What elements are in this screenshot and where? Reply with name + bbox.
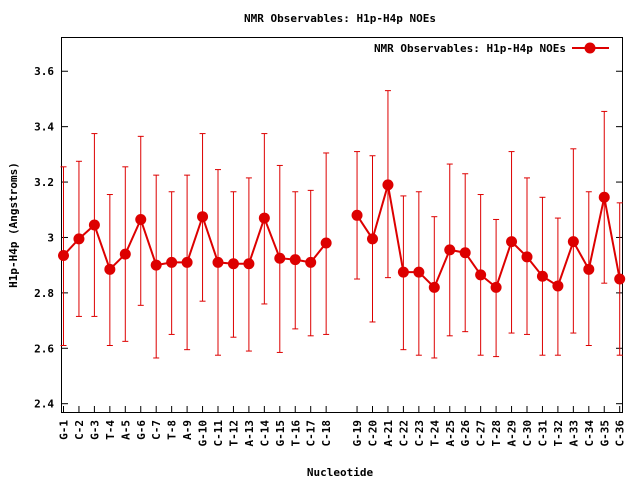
- error-bars: [60, 90, 623, 359]
- data-point: [506, 236, 518, 248]
- data-points: [58, 179, 626, 293]
- x-tick-label: G-19: [351, 420, 364, 447]
- x-axis: G-1 C-2 G-3 T-4 A-5 G-6 C-7 T-8 A-9 G-10 C-11 T-12 A…: [58, 406, 627, 447]
- x-tick-label: T-28: [490, 420, 503, 447]
- y-tick-label: 3.6: [34, 65, 54, 78]
- data-point: [243, 258, 255, 270]
- data-point: [382, 179, 394, 191]
- legend: NMR Observables: H1p-H4p NOEs: [374, 42, 609, 55]
- data-point: [227, 258, 239, 270]
- data-point: [119, 248, 131, 260]
- x-tick-label: A-21: [382, 420, 395, 447]
- series-lines: [62, 184, 621, 290]
- x-tick-label: C-36: [614, 420, 627, 447]
- legend-label: NMR Observables: H1p-H4p NOEs: [374, 42, 566, 55]
- data-point: [73, 233, 85, 245]
- data-point: [413, 266, 425, 278]
- data-point: [397, 266, 409, 278]
- data-point: [104, 263, 116, 275]
- y-tick-label: 2.6: [34, 342, 54, 355]
- data-point: [567, 236, 579, 248]
- data-point: [212, 256, 224, 268]
- data-point: [351, 209, 363, 221]
- data-point: [197, 211, 209, 223]
- x-tick-label: C-17: [305, 420, 318, 447]
- x-tick-label: T-32: [552, 420, 565, 447]
- x-tick-label: G-10: [197, 420, 210, 447]
- y-tick-label: 3: [47, 231, 54, 244]
- x-tick-label: A-29: [506, 420, 519, 447]
- x-tick-label: C-14: [258, 420, 271, 447]
- data-point: [614, 273, 626, 285]
- data-point: [305, 256, 317, 268]
- x-tick-label: C-2: [73, 420, 86, 440]
- x-tick-label: T-4: [104, 420, 117, 440]
- data-point: [88, 219, 100, 231]
- x-tick-label: C-20: [367, 420, 380, 447]
- data-point: [490, 281, 502, 293]
- x-tick-label: T-8: [166, 420, 179, 440]
- x-tick-label: C-18: [320, 420, 333, 447]
- y-tick-label: 3.2: [34, 176, 54, 189]
- x-tick-label: T-16: [289, 420, 302, 447]
- data-point: [258, 212, 270, 224]
- x-tick-label: C-7: [150, 420, 163, 440]
- y-axis: 2.4 2.6 2.8 3 3.2 3.4 3.6: [34, 65, 622, 411]
- x-tick-label: C-22: [397, 420, 410, 447]
- data-point: [367, 233, 378, 245]
- legend-marker: [584, 42, 596, 54]
- data-point: [552, 280, 564, 292]
- y-tick-label: 3.4: [34, 121, 54, 134]
- x-tick-label: G-26: [459, 420, 472, 447]
- chart-title: NMR Observables: H1p-H4p NOEs: [244, 12, 436, 25]
- data-point: [58, 249, 69, 261]
- x-tick-label: G-15: [274, 420, 287, 447]
- data-point: [475, 269, 487, 281]
- x-tick-label: A-33: [567, 420, 580, 447]
- data-point: [536, 270, 548, 282]
- x-tick-label: C-23: [413, 420, 426, 447]
- x-tick-label: A-25: [444, 420, 457, 447]
- x-tick-label: A-5: [119, 420, 132, 440]
- y-axis-label: H1p-H4p (Angstroms): [7, 162, 20, 288]
- data-point: [583, 263, 595, 275]
- x-tick-label: T-12: [227, 420, 240, 447]
- data-point: [135, 213, 147, 225]
- x-tick-label: G-6: [135, 420, 148, 440]
- data-point: [428, 281, 440, 293]
- x-tick-label: G-3: [88, 420, 101, 440]
- data-point: [181, 256, 193, 268]
- data-point: [320, 237, 332, 249]
- plot-area: [61, 37, 623, 413]
- data-point: [289, 254, 301, 266]
- x-tick-label: T-24: [428, 420, 441, 447]
- y-tick-label: 2.8: [34, 287, 54, 300]
- data-point: [274, 252, 286, 264]
- x-tick-label: G-1: [58, 420, 71, 440]
- data-point: [598, 191, 610, 203]
- y-tick-label: 2.4: [34, 398, 54, 411]
- series-line-segment: [62, 213, 327, 272]
- data-point: [166, 256, 178, 268]
- data-point: [459, 247, 471, 259]
- x-tick-label: C-34: [583, 420, 596, 447]
- x-tick-label: C-11: [212, 420, 225, 447]
- x-tick-label: A-13: [243, 420, 256, 447]
- x-tick-label: C-31: [536, 420, 549, 447]
- x-tick-label: C-27: [475, 420, 488, 447]
- data-point: [521, 251, 533, 263]
- data-point: [150, 259, 162, 271]
- x-axis-label: Nucleotide: [307, 466, 374, 479]
- x-tick-label: C-30: [521, 420, 534, 447]
- x-tick-label: A-9: [181, 420, 194, 440]
- x-tick-label: G-35: [598, 420, 611, 447]
- data-point: [444, 244, 456, 256]
- series-line-segment: [356, 184, 621, 290]
